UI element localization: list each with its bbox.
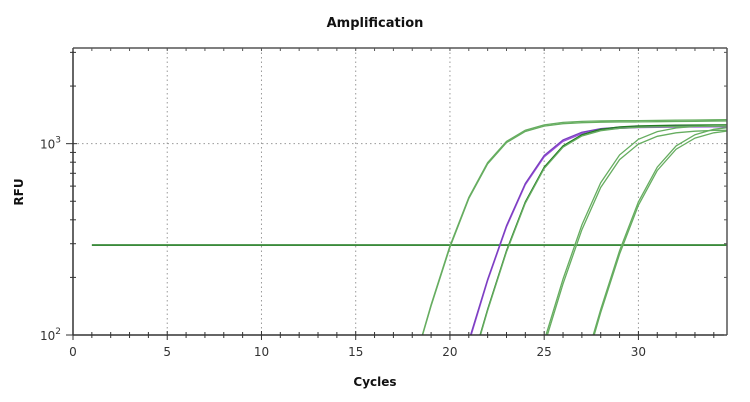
curves [91, 119, 727, 335]
amplification-curve [592, 127, 727, 335]
amplification-curve [470, 126, 727, 335]
y-axis-label: RFU [12, 178, 26, 205]
amplification-curve [469, 124, 727, 335]
x-tick-label: 15 [348, 345, 363, 359]
x-tick-label: 25 [537, 345, 552, 359]
y-tick-label: 102 [40, 327, 61, 343]
amplification-curve [421, 120, 727, 335]
x-axis-label: Cycles [353, 375, 396, 389]
x-tick-label: 20 [442, 345, 457, 359]
y-tick-label: 103 [40, 136, 61, 152]
x-tick-label: 30 [631, 345, 646, 359]
amplification-curve [545, 124, 727, 335]
amplification-curve [421, 119, 727, 335]
amplification-curve [593, 130, 727, 335]
x-tick-label: 10 [254, 345, 269, 359]
axes: 0 5 10 15 20 25 30 102 103 [40, 47, 728, 359]
amplification-curve [546, 129, 727, 335]
x-tick-label: 5 [163, 345, 171, 359]
chart-title: Amplification [327, 16, 424, 31]
x-tick-label: 0 [69, 345, 77, 359]
grid [73, 48, 727, 335]
